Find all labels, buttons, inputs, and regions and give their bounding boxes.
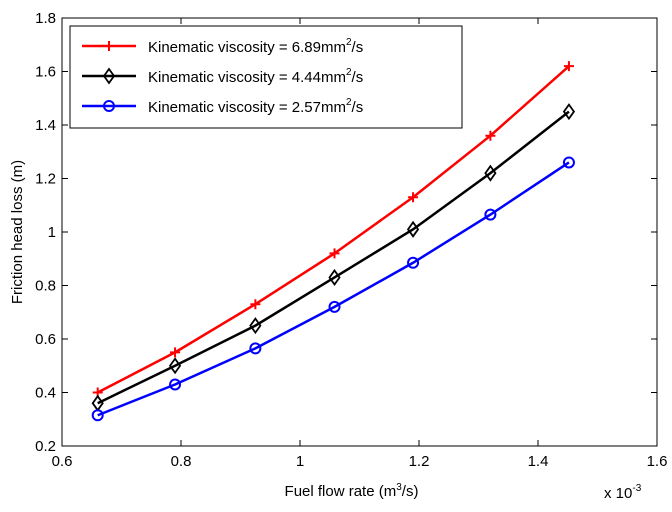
axis-ticks: 0.6 0.8 1 1.2 1.4 1.6 0.2 0.4 0.6 0.8 1 1.2 1.4 1.6 1.… bbox=[35, 10, 667, 470]
data-point bbox=[328, 300, 341, 313]
data-point bbox=[250, 299, 261, 310]
y-tick-label: 1 bbox=[48, 224, 56, 241]
y-tick-label: 0.8 bbox=[35, 278, 56, 295]
x-tick-label: 1.2 bbox=[409, 453, 430, 470]
legend-entry: Kinematic viscosity = 2.57mm2/s bbox=[82, 97, 363, 116]
series-1 bbox=[92, 61, 574, 398]
series-3 bbox=[91, 156, 575, 422]
x-tick-label: 0.6 bbox=[52, 453, 73, 470]
data-point bbox=[484, 164, 497, 182]
legend-swatch-marker bbox=[102, 67, 116, 85]
series-2 bbox=[91, 103, 576, 412]
legend-entry: Kinematic viscosity = 6.89mm2/s bbox=[82, 37, 363, 56]
plot-marks bbox=[91, 61, 576, 422]
data-point bbox=[562, 156, 575, 169]
x-axis-multiplier: x 10-3 bbox=[604, 483, 642, 502]
y-axis-label: Friction head loss (m) bbox=[9, 160, 26, 304]
data-point bbox=[168, 357, 182, 375]
data-point bbox=[329, 248, 340, 259]
y-tick-label: 0.2 bbox=[35, 438, 56, 455]
legend-label: Kinematic viscosity = 2.57mm2/s bbox=[148, 97, 363, 116]
series-line bbox=[97, 161, 570, 417]
legend: Kinematic viscosity = 6.89mm2/s Kinematic… bbox=[69, 25, 463, 129]
legend-entry: Kinematic viscosity = 4.44mm2/s bbox=[82, 67, 363, 86]
x-axis-label: Fuel flow rate (m3/s) bbox=[285, 482, 419, 500]
data-point bbox=[408, 192, 419, 203]
x-tick-label: 1.4 bbox=[528, 453, 549, 470]
data-point bbox=[91, 409, 104, 422]
data-point bbox=[328, 268, 341, 287]
data-point bbox=[407, 256, 420, 269]
data-point bbox=[249, 317, 262, 335]
data-point bbox=[563, 61, 574, 72]
legend-label: Kinematic viscosity = 4.44mm2/s bbox=[148, 67, 363, 86]
data-point bbox=[170, 347, 181, 358]
data-point bbox=[562, 103, 576, 121]
series-line bbox=[97, 110, 570, 405]
y-tick-label: 1.8 bbox=[35, 10, 56, 27]
y-tick-label: 1.6 bbox=[35, 64, 56, 81]
y-tick-label: 1.2 bbox=[35, 171, 56, 188]
legend-swatch-marker bbox=[103, 100, 115, 112]
y-tick-label: 0.6 bbox=[35, 331, 56, 348]
x-tick-label: 0.8 bbox=[171, 453, 192, 470]
legend-swatch-marker bbox=[104, 41, 114, 51]
y-tick-label: 1.4 bbox=[35, 117, 56, 134]
x-tick-label: 1.6 bbox=[647, 453, 668, 470]
data-point bbox=[485, 130, 496, 141]
data-point bbox=[249, 342, 262, 355]
legend-label: Kinematic viscosity = 6.89mm2/s bbox=[148, 37, 363, 56]
data-point bbox=[406, 220, 420, 238]
data-point bbox=[484, 208, 497, 221]
y-tick-label: 0.4 bbox=[35, 385, 56, 402]
data-point bbox=[169, 378, 182, 391]
x-tick-label: 1 bbox=[296, 453, 304, 470]
